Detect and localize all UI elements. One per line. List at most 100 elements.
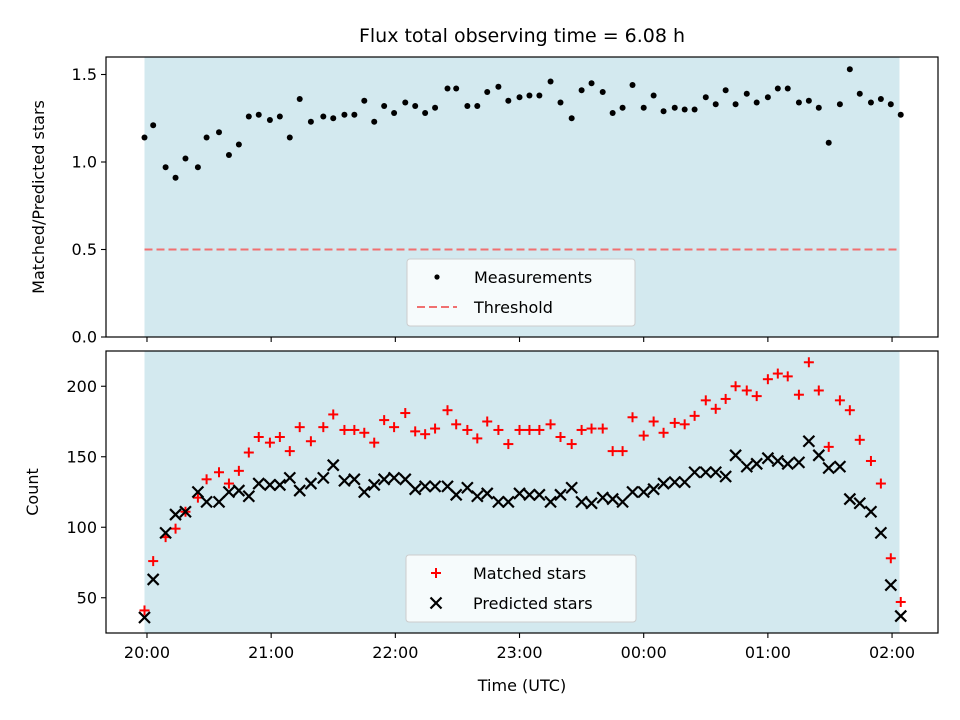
- legend-predicted-label: Predicted stars: [473, 594, 593, 613]
- matched-star-point: [349, 424, 360, 435]
- measurement-point: [732, 101, 739, 108]
- y-tick-label: 1.0: [72, 153, 97, 172]
- measurement-point: [784, 85, 791, 92]
- predicted-star-point: [637, 485, 650, 499]
- matched-star-point: [607, 446, 618, 457]
- predicted-star-point: [449, 488, 463, 502]
- predicted-star-point: [575, 495, 588, 509]
- measurement-point: [805, 97, 812, 104]
- predicted-star-point: [222, 485, 236, 499]
- measurement-point: [568, 115, 575, 122]
- measurement-point: [255, 111, 262, 118]
- matched-star-point: [243, 447, 254, 458]
- matched-star-point: [170, 523, 181, 534]
- predicted-star-point: [200, 495, 213, 509]
- x-axis-label: Time (UTC): [477, 676, 566, 695]
- matched-star-point: [638, 430, 649, 441]
- measurement-point: [296, 96, 303, 102]
- predicted-star-point: [771, 454, 785, 468]
- legend-measurements-label: Measurements: [474, 268, 592, 287]
- legend-x-glyph: [429, 596, 443, 610]
- measurement-point: [141, 134, 148, 141]
- predicted-star-point: [146, 573, 160, 586]
- matched-star-point: [369, 437, 380, 448]
- ratio-plot-frame: [105, 56, 939, 338]
- matched-star-point: [597, 423, 608, 434]
- predicted-star-point: [159, 526, 172, 540]
- y-tick-label: 0.0: [72, 328, 97, 347]
- x-tick-label: 23:00: [496, 643, 542, 662]
- predicted-star-point: [554, 488, 567, 502]
- matched-star-point: [514, 424, 525, 435]
- measurement-point: [660, 108, 667, 115]
- measurement-point: [640, 104, 647, 111]
- matched-star-point: [359, 427, 370, 438]
- measurement-point: [495, 83, 502, 90]
- y-tick-label: 200: [66, 377, 97, 396]
- predicted-star-point: [606, 492, 619, 506]
- legend-matched-marker: [431, 568, 441, 578]
- measurement-point: [307, 118, 314, 125]
- predicted-star-point: [874, 526, 888, 540]
- matched-star-point: [534, 424, 545, 435]
- matched-star-point: [875, 478, 886, 489]
- measurement-point: [150, 122, 157, 129]
- predicted-star-point: [242, 489, 256, 503]
- predicted-star-point: [802, 434, 816, 448]
- predicted-star-point: [232, 484, 246, 497]
- predicted-star-point: [894, 609, 908, 623]
- measurement-point: [588, 80, 595, 87]
- predicted-star-point: [367, 478, 381, 492]
- matched-star-point: [223, 478, 234, 489]
- measurement-point: [877, 96, 884, 102]
- measurement-point: [846, 66, 853, 73]
- matched-star-point: [895, 596, 906, 607]
- y-tick-label: 100: [66, 518, 97, 537]
- measurement-point: [484, 89, 491, 95]
- measurement-point: [691, 106, 698, 113]
- measurement-point: [526, 92, 533, 99]
- predicted-star-point: [418, 480, 432, 493]
- x-tick-label: 21:00: [248, 643, 294, 662]
- measurement-point: [825, 139, 832, 146]
- matched-star-point: [545, 419, 556, 430]
- legend-measurements-marker: [434, 274, 440, 280]
- predicted-star-point: [812, 449, 826, 462]
- predicted-star-point: [833, 460, 847, 473]
- measurement-point: [182, 155, 189, 162]
- matched-star-point: [318, 422, 329, 433]
- matched-star-point: [379, 415, 390, 426]
- measurement-point: [203, 134, 210, 141]
- matched-star-point: [274, 432, 285, 443]
- predicted-star-point: [398, 473, 412, 486]
- x-tick-label: 01:00: [745, 643, 791, 662]
- x-tick-label: 00:00: [621, 643, 667, 662]
- matched-star-point: [823, 441, 834, 452]
- predicted-star-point: [317, 471, 330, 485]
- matched-star-point: [669, 417, 680, 428]
- measurement-point: [235, 141, 242, 148]
- matched-star-point: [430, 423, 441, 434]
- matched-star-point: [139, 605, 150, 616]
- measurement-point: [225, 152, 232, 158]
- predicted-star-point: [304, 477, 318, 490]
- count-marks: [138, 357, 908, 624]
- predicted-star-point: [523, 488, 536, 502]
- measurement-point: [286, 134, 293, 141]
- y-tick-label: 1.5: [72, 65, 97, 84]
- measurement-point: [432, 104, 439, 111]
- predicted-star-point: [544, 495, 557, 509]
- matched-star-point: [294, 422, 305, 433]
- matched-star-point: [264, 437, 275, 448]
- matched-star-point: [741, 385, 752, 396]
- measurement-point: [505, 97, 512, 104]
- predicted-star-point: [492, 495, 505, 509]
- legend-plus-glyph: [431, 568, 441, 578]
- x-tick-label: 22:00: [372, 643, 418, 662]
- measurement-point: [856, 90, 863, 97]
- predicted-star-point: [750, 457, 763, 471]
- predicted-star-point: [884, 578, 898, 592]
- predicted-star-point: [387, 471, 401, 485]
- measurement-point: [351, 111, 358, 118]
- ratio-panel: 0.0 0.5 1.0 1.5 Matched/Predicted stars Mea…: [29, 56, 939, 347]
